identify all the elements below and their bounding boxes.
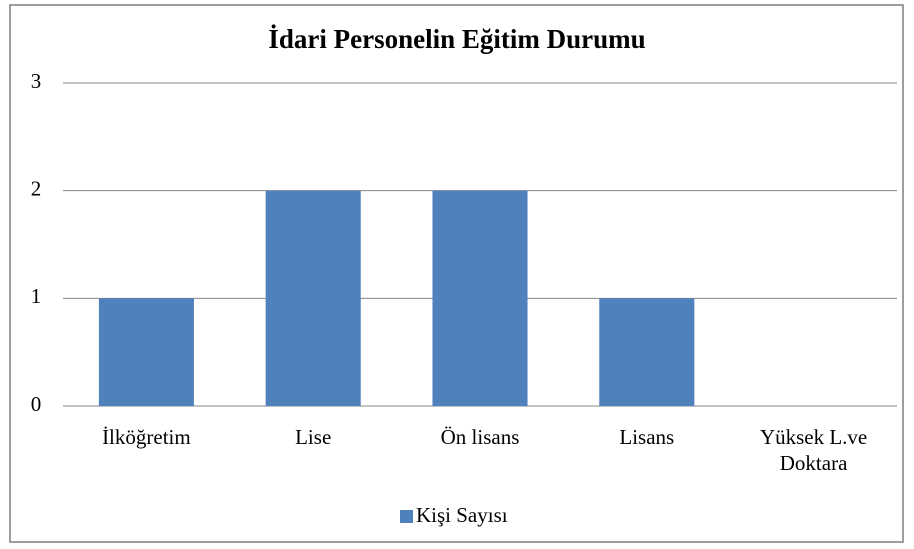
chart-title: İdari Personelin Eğitim Durumu (268, 24, 645, 54)
y-tick-label: 1 (31, 284, 42, 308)
y-tick-label: 0 (31, 392, 42, 416)
x-tick-label: Yüksek L.ve Doktara (759, 425, 868, 475)
bar (265, 190, 361, 406)
bar (432, 190, 528, 406)
legend-label: Kişi Sayısı (416, 503, 508, 527)
x-tick-label: Lise (295, 425, 332, 449)
bar (98, 298, 194, 406)
bar (599, 298, 695, 406)
x-tick-label: İlköğretim (102, 425, 191, 449)
y-tick-label: 2 (31, 176, 42, 200)
legend-swatch (400, 510, 413, 523)
x-tick-label: Ön lisans (440, 425, 520, 449)
y-tick-label: 3 (31, 69, 42, 93)
x-tick-label: Lisans (619, 425, 675, 449)
